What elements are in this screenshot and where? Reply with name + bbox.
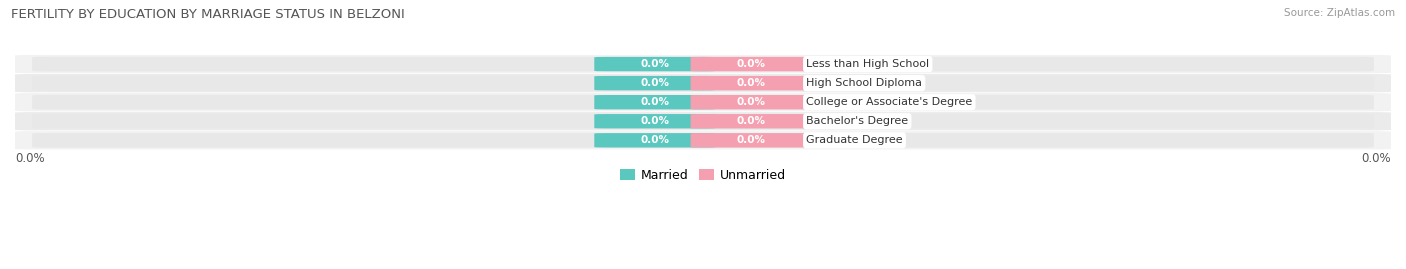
Text: 0.0%: 0.0% xyxy=(640,59,669,69)
Text: 0.0%: 0.0% xyxy=(1361,152,1391,165)
Text: 0.0%: 0.0% xyxy=(737,78,766,88)
FancyBboxPatch shape xyxy=(15,112,1391,130)
FancyBboxPatch shape xyxy=(690,133,811,147)
FancyBboxPatch shape xyxy=(32,76,1374,90)
Text: 0.0%: 0.0% xyxy=(737,135,766,145)
FancyBboxPatch shape xyxy=(690,114,811,129)
Text: High School Diploma: High School Diploma xyxy=(806,78,922,88)
Text: 0.0%: 0.0% xyxy=(737,116,766,126)
FancyBboxPatch shape xyxy=(690,95,811,109)
Text: 0.0%: 0.0% xyxy=(640,116,669,126)
FancyBboxPatch shape xyxy=(15,93,1391,111)
Text: 0.0%: 0.0% xyxy=(15,152,45,165)
Text: Bachelor's Degree: Bachelor's Degree xyxy=(806,116,908,126)
FancyBboxPatch shape xyxy=(32,114,1374,129)
FancyBboxPatch shape xyxy=(595,133,716,147)
FancyBboxPatch shape xyxy=(32,133,1374,148)
FancyBboxPatch shape xyxy=(15,55,1391,73)
Text: 0.0%: 0.0% xyxy=(640,135,669,145)
FancyBboxPatch shape xyxy=(595,95,716,109)
FancyBboxPatch shape xyxy=(32,95,1374,109)
FancyBboxPatch shape xyxy=(15,131,1391,150)
Text: 0.0%: 0.0% xyxy=(737,97,766,107)
FancyBboxPatch shape xyxy=(595,114,716,129)
FancyBboxPatch shape xyxy=(690,76,811,90)
Text: Source: ZipAtlas.com: Source: ZipAtlas.com xyxy=(1284,8,1395,18)
Text: 0.0%: 0.0% xyxy=(640,78,669,88)
Text: 0.0%: 0.0% xyxy=(737,59,766,69)
FancyBboxPatch shape xyxy=(15,74,1391,92)
Text: 0.0%: 0.0% xyxy=(640,97,669,107)
Text: Graduate Degree: Graduate Degree xyxy=(806,135,903,145)
FancyBboxPatch shape xyxy=(595,57,716,71)
FancyBboxPatch shape xyxy=(690,57,811,71)
Text: College or Associate's Degree: College or Associate's Degree xyxy=(806,97,973,107)
Text: Less than High School: Less than High School xyxy=(806,59,929,69)
FancyBboxPatch shape xyxy=(595,76,716,90)
FancyBboxPatch shape xyxy=(32,57,1374,72)
Legend: Married, Unmarried: Married, Unmarried xyxy=(614,164,792,187)
Text: FERTILITY BY EDUCATION BY MARRIAGE STATUS IN BELZONI: FERTILITY BY EDUCATION BY MARRIAGE STATU… xyxy=(11,8,405,21)
